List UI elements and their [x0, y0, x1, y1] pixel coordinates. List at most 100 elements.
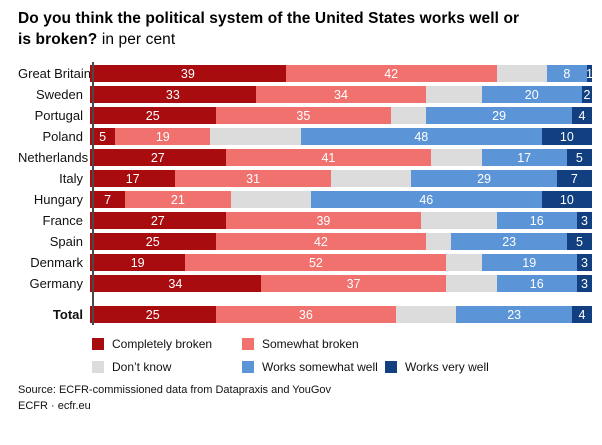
stacked-bar: 7 21 46 10 — [90, 191, 592, 208]
legend-swatch-icon — [92, 338, 104, 350]
segment-value: 46 — [419, 192, 434, 207]
chart-rows: Great Britain 39 42 8 1 Sweden 33 34 20 2 Portugal… — [18, 65, 593, 323]
stacked-bar: 19 52 19 3 — [90, 254, 592, 271]
bar-segment-works-very-well: 5 — [566, 149, 592, 166]
segment-value: 29 — [492, 108, 507, 123]
bar-segment-don-t-know — [431, 149, 482, 166]
category-label: France — [42, 213, 83, 228]
segment-value: 42 — [384, 66, 399, 81]
bar-segment-don-t-know — [396, 306, 457, 323]
source-line: Source: ECFR-commissioned data from Data… — [18, 384, 332, 396]
segment-value: 29 — [477, 171, 491, 186]
bar-segment-works-somewhat-well: 48 — [300, 128, 542, 145]
category-label: Total — [52, 307, 83, 322]
segment-value: 34 — [334, 87, 348, 102]
bar-segment-don-t-know — [496, 65, 547, 82]
segment-value: 19 — [522, 255, 537, 270]
publisher-line: ECFR · ecfr.eu — [18, 399, 91, 412]
legend-swatch-icon — [92, 361, 104, 373]
bar-segment-don-t-know — [391, 107, 427, 124]
stacked-bar: 25 35 29 4 — [90, 107, 592, 124]
stacked-bar: 25 42 23 5 — [90, 233, 592, 250]
bar-segment-works-very-well: 7 — [556, 170, 592, 187]
segment-value: 5 — [575, 234, 583, 249]
bar-segment-works-somewhat-well: 16 — [496, 212, 577, 229]
segment-value: 17 — [125, 171, 140, 186]
segment-value: 16 — [529, 276, 544, 291]
category-label: Great Britain — [18, 66, 91, 81]
segment-value: 25 — [145, 234, 160, 249]
bar-segment-completely-broken: 27 — [90, 212, 226, 229]
segment-value: 2 — [583, 87, 591, 102]
chart-row-sweden: Sweden 33 34 20 2 — [18, 86, 592, 103]
bar-segment-works-somewhat-well: 8 — [546, 65, 587, 82]
bar-segment-works-very-well: 4 — [571, 306, 592, 323]
bar-segment-completely-broken: 17 — [90, 170, 176, 187]
bar-segment-completely-broken: 39 — [90, 65, 286, 82]
legend-label: Works very well — [405, 360, 489, 374]
stacked-bar: 39 42 8 1 — [90, 65, 593, 82]
bar-segment-works-very-well: 4 — [571, 107, 592, 124]
category-label: Denmark — [30, 255, 83, 270]
segment-value: 42 — [313, 234, 328, 249]
stacked-bar: 34 37 16 3 — [90, 275, 592, 292]
segment-value: 27 — [150, 213, 165, 228]
chart-title: Do you think the political system of the… — [18, 8, 592, 50]
bar-segment-don-t-know — [446, 275, 497, 292]
bar-segment-works-very-well: 2 — [581, 86, 592, 103]
chart-row-italy: Italy 17 31 29 7 — [18, 170, 592, 187]
legend-row: Don’t know Works somewhat well Works very … — [92, 360, 592, 374]
bar-segment-completely-broken: 25 — [90, 233, 216, 250]
bar-segment-somewhat-broken: 42 — [285, 65, 497, 82]
category-label: Sweden — [36, 87, 83, 102]
legend-label: Somewhat broken — [262, 337, 359, 351]
bar-segment-works-very-well: 3 — [576, 212, 592, 229]
segment-value: 3 — [580, 276, 588, 291]
bar-segment-don-t-know — [210, 128, 301, 145]
segment-value: 39 — [316, 213, 331, 228]
legend-label: Works somewhat well — [262, 360, 378, 374]
bar-segment-works-somewhat-well: 20 — [481, 86, 582, 103]
bar-segment-completely-broken: 7 — [90, 191, 126, 208]
segment-value: 41 — [321, 150, 336, 165]
legend-item-works-somewhat-well: Works somewhat well — [242, 360, 385, 374]
chart-row-germany: Germany 34 37 16 3 — [18, 275, 592, 292]
legend-item-works-very-well: Works very well — [385, 360, 489, 374]
bar-segment-works-somewhat-well: 16 — [496, 275, 577, 292]
segment-value: 3 — [580, 255, 588, 270]
bar-segment-works-very-well: 10 — [541, 128, 592, 145]
bar-segment-works-somewhat-well: 23 — [456, 306, 572, 323]
chart-row-total: Total 25 36 23 4 — [18, 306, 592, 323]
bar-segment-works-somewhat-well: 29 — [426, 107, 572, 124]
segment-value: 25 — [145, 108, 160, 123]
bar-segment-don-t-know — [426, 86, 482, 103]
y-axis-line — [92, 62, 94, 325]
bar-segment-works-somewhat-well: 46 — [310, 191, 542, 208]
bar-segment-don-t-know — [426, 233, 452, 250]
bar-segment-somewhat-broken: 19 — [115, 128, 211, 145]
title-question-end: is broken? — [18, 31, 98, 48]
segment-value: 10 — [559, 192, 574, 207]
segment-value: 21 — [170, 192, 185, 207]
category-label: Poland — [42, 129, 83, 144]
bar-segment-completely-broken: 34 — [90, 275, 261, 292]
chart-row-netherlands: Netherlands 27 41 17 5 — [18, 149, 592, 166]
bar-segment-works-somewhat-well: 29 — [411, 170, 557, 187]
category-label: Netherlands — [18, 150, 89, 165]
bar-segment-somewhat-broken: 39 — [225, 212, 422, 229]
segment-value: 35 — [296, 108, 311, 123]
segment-value: 27 — [150, 150, 165, 165]
segment-value: 17 — [517, 150, 532, 165]
segment-value: 52 — [308, 255, 323, 270]
segment-value: 3 — [580, 213, 588, 228]
bar-segment-completely-broken: 27 — [90, 149, 226, 166]
stacked-bar: 33 34 20 2 — [90, 86, 592, 103]
bar-segment-somewhat-broken: 36 — [215, 306, 397, 323]
segment-value: 19 — [155, 129, 170, 144]
category-label: Spain — [49, 234, 83, 249]
bar-segment-somewhat-broken: 34 — [255, 86, 427, 103]
category-label: Germany — [29, 276, 83, 291]
segment-value: 1 — [585, 66, 593, 81]
bar-segment-somewhat-broken: 35 — [215, 107, 392, 124]
